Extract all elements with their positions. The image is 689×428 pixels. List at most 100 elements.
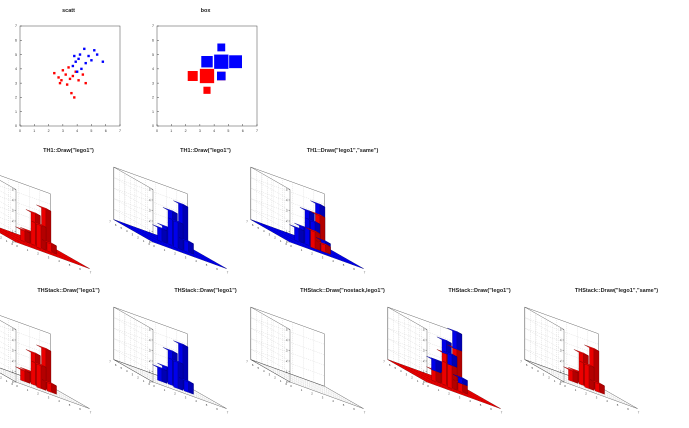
y-tick-label: 4	[126, 369, 128, 373]
floor-grid	[147, 238, 221, 266]
z-tick-label: 3	[286, 349, 288, 353]
y-tick-label: 6	[115, 363, 117, 367]
bar-face-top	[426, 356, 441, 363]
x-tick-label: 2	[585, 392, 587, 396]
plot-frame	[156, 25, 258, 127]
y-tick-label: 0	[285, 242, 287, 246]
z-tick-label: 0	[12, 380, 14, 384]
x-tick-label: 1	[575, 388, 577, 392]
bar-face-top	[305, 227, 321, 234]
x-tick-label: 0	[290, 244, 292, 248]
pad-box: box 0 1 2 3 4 5 6 7 0 1 2 3 4 5 6 7	[137, 8, 274, 148]
pad-th1-lego1-red: TH1::Draw("lego1") 012345012345670123456…	[0, 148, 137, 288]
y-tick-label: 5	[120, 226, 122, 230]
z-tick-label: 5	[12, 188, 14, 192]
y-tick-label: 0	[148, 382, 150, 386]
y-tick-label: 3	[132, 372, 134, 376]
x-tick-label: 2	[174, 392, 176, 396]
y-tick-label: 7	[109, 220, 111, 224]
pad-title: THStack::Draw("lego1","same")	[574, 288, 659, 294]
scatter-plot: 0 1 2 3 4 5 6 7 0 1 2 3 4 5 6 7	[15, 24, 121, 133]
y-tick-label: 0	[11, 382, 13, 386]
x-tick-label: 5	[206, 403, 208, 407]
z-tick-label: 0	[286, 380, 288, 384]
x-tick-label: 0	[153, 384, 155, 388]
y-tick-label: 5	[15, 53, 17, 57]
bar-face-top	[25, 349, 41, 356]
z-tick-label: 0	[149, 240, 151, 244]
y-tick-label: 2	[0, 236, 2, 240]
data-point	[57, 76, 60, 79]
x-tick-label: 4	[195, 259, 197, 263]
y-tick-label: 2	[137, 236, 139, 240]
bar-face-top	[41, 379, 57, 386]
x-tick-label: 5	[227, 129, 229, 133]
box-cell	[187, 71, 198, 81]
data-point	[71, 64, 75, 68]
x-tick-label: 7	[227, 271, 229, 275]
box-plot: 0 1 2 3 4 5 6 7 0 1 2 3 4 5 6 7	[152, 24, 258, 133]
x-tick-label: 7	[119, 129, 121, 133]
bar-face-top	[452, 374, 468, 381]
floor-grid	[0, 230, 27, 246]
z-tick-label: 3	[12, 209, 14, 213]
bar-face-top	[305, 217, 321, 225]
x-tick-label: 2	[311, 252, 313, 256]
floor-grid	[271, 227, 312, 250]
y-tick-label: 6	[389, 363, 391, 367]
data-point	[68, 77, 72, 81]
data-point	[67, 66, 70, 69]
z-tick-label: 2	[286, 219, 288, 223]
z-tick-label: 2	[423, 359, 425, 363]
x-tick-label: 3	[459, 395, 461, 399]
grid-line	[0, 368, 38, 390]
bar-face-side	[40, 364, 47, 391]
x-tick-label: 2	[311, 392, 313, 396]
bar-face-top	[289, 224, 304, 231]
z-tick-label: 3	[286, 209, 288, 213]
bar-face-top	[15, 366, 30, 374]
x-tick-label: 6	[242, 129, 244, 133]
grid-line	[176, 382, 217, 405]
x-tick-label: 1	[164, 248, 166, 252]
z-tick-label: 4	[423, 338, 425, 342]
y-tick-label: 0	[559, 382, 561, 386]
bar-face-top	[168, 357, 184, 365]
data-point	[64, 73, 67, 76]
floor-grid	[134, 227, 175, 250]
plot-frame	[19, 25, 121, 127]
bar-face-top	[442, 350, 458, 357]
x-tick-label: 0	[290, 384, 292, 388]
data-point	[90, 59, 93, 62]
y-tick-label: 2	[152, 96, 154, 100]
bar-face-side	[314, 230, 321, 251]
data-point	[77, 57, 80, 61]
pad-title: TH1::Draw("lego1")	[180, 148, 231, 154]
x-tick-label: 5	[69, 263, 71, 267]
z-tick-label: 1	[12, 370, 14, 374]
bar-face-top	[152, 224, 167, 231]
x-tick-label: 2	[185, 129, 187, 133]
z-tick-label: 3	[149, 349, 151, 353]
x-tick-label: 3	[185, 395, 187, 399]
z-tick-label: 2	[286, 359, 288, 363]
data-point	[80, 67, 83, 71]
y-tick-label: 6	[115, 223, 117, 227]
pad-title: THStack::Draw("lego1")	[448, 288, 511, 294]
y-tick-label: 3	[15, 81, 17, 85]
x-tick-label: 3	[199, 129, 201, 133]
box-cell	[199, 68, 215, 84]
z-tick-label: 1	[149, 370, 151, 374]
x-tick-label: 7	[364, 411, 366, 415]
bar-face-top	[310, 211, 325, 218]
y-tick-label: 7	[152, 24, 154, 28]
pad-title: scatt	[62, 8, 75, 14]
y-tick-label: 1	[6, 239, 8, 243]
z-tick-label: 5	[423, 328, 425, 332]
x-tick-label: 6	[105, 129, 107, 133]
x-tick-label: 6	[353, 407, 355, 411]
data-point	[53, 71, 56, 75]
z-tick-label: 1	[560, 370, 562, 374]
